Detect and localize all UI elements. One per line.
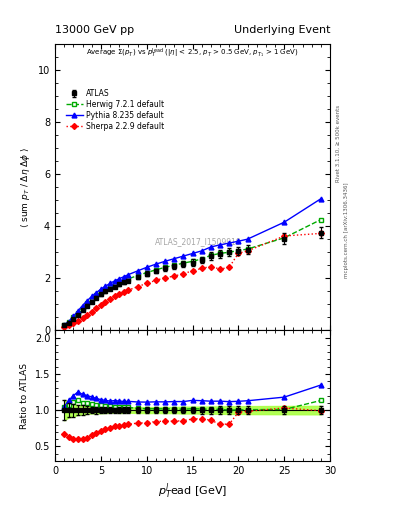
Text: Average $\Sigma(p_T)$ vs $p_T^{\rm lead}$ ($|\eta|$ < 2.5, $p_T$ > 0.5 GeV, $p_{: Average $\Sigma(p_T)$ vs $p_T^{\rm lead}…	[86, 47, 299, 60]
Text: mcplots.cern.ch [arXiv:1306.3436]: mcplots.cern.ch [arXiv:1306.3436]	[344, 183, 349, 278]
Text: Rivet 3.1.10, ≥ 500k events: Rivet 3.1.10, ≥ 500k events	[336, 105, 341, 182]
Text: Underlying Event: Underlying Event	[233, 25, 330, 35]
X-axis label: $p_T^{l}$ead [GeV]: $p_T^{l}$ead [GeV]	[158, 481, 227, 501]
Text: 13000 GeV pp: 13000 GeV pp	[55, 25, 134, 35]
Text: ATLAS_2017_I1509919: ATLAS_2017_I1509919	[155, 238, 241, 246]
Y-axis label: $\langle$ sum $p_T$ / $\Delta\eta$ $\Delta\phi$ $\rangle$: $\langle$ sum $p_T$ / $\Delta\eta$ $\Del…	[19, 146, 32, 228]
Legend: ATLAS, Herwig 7.2.1 default, Pythia 8.235 default, Sherpa 2.2.9 default: ATLAS, Herwig 7.2.1 default, Pythia 8.23…	[64, 88, 165, 132]
Y-axis label: Ratio to ATLAS: Ratio to ATLAS	[20, 362, 29, 429]
